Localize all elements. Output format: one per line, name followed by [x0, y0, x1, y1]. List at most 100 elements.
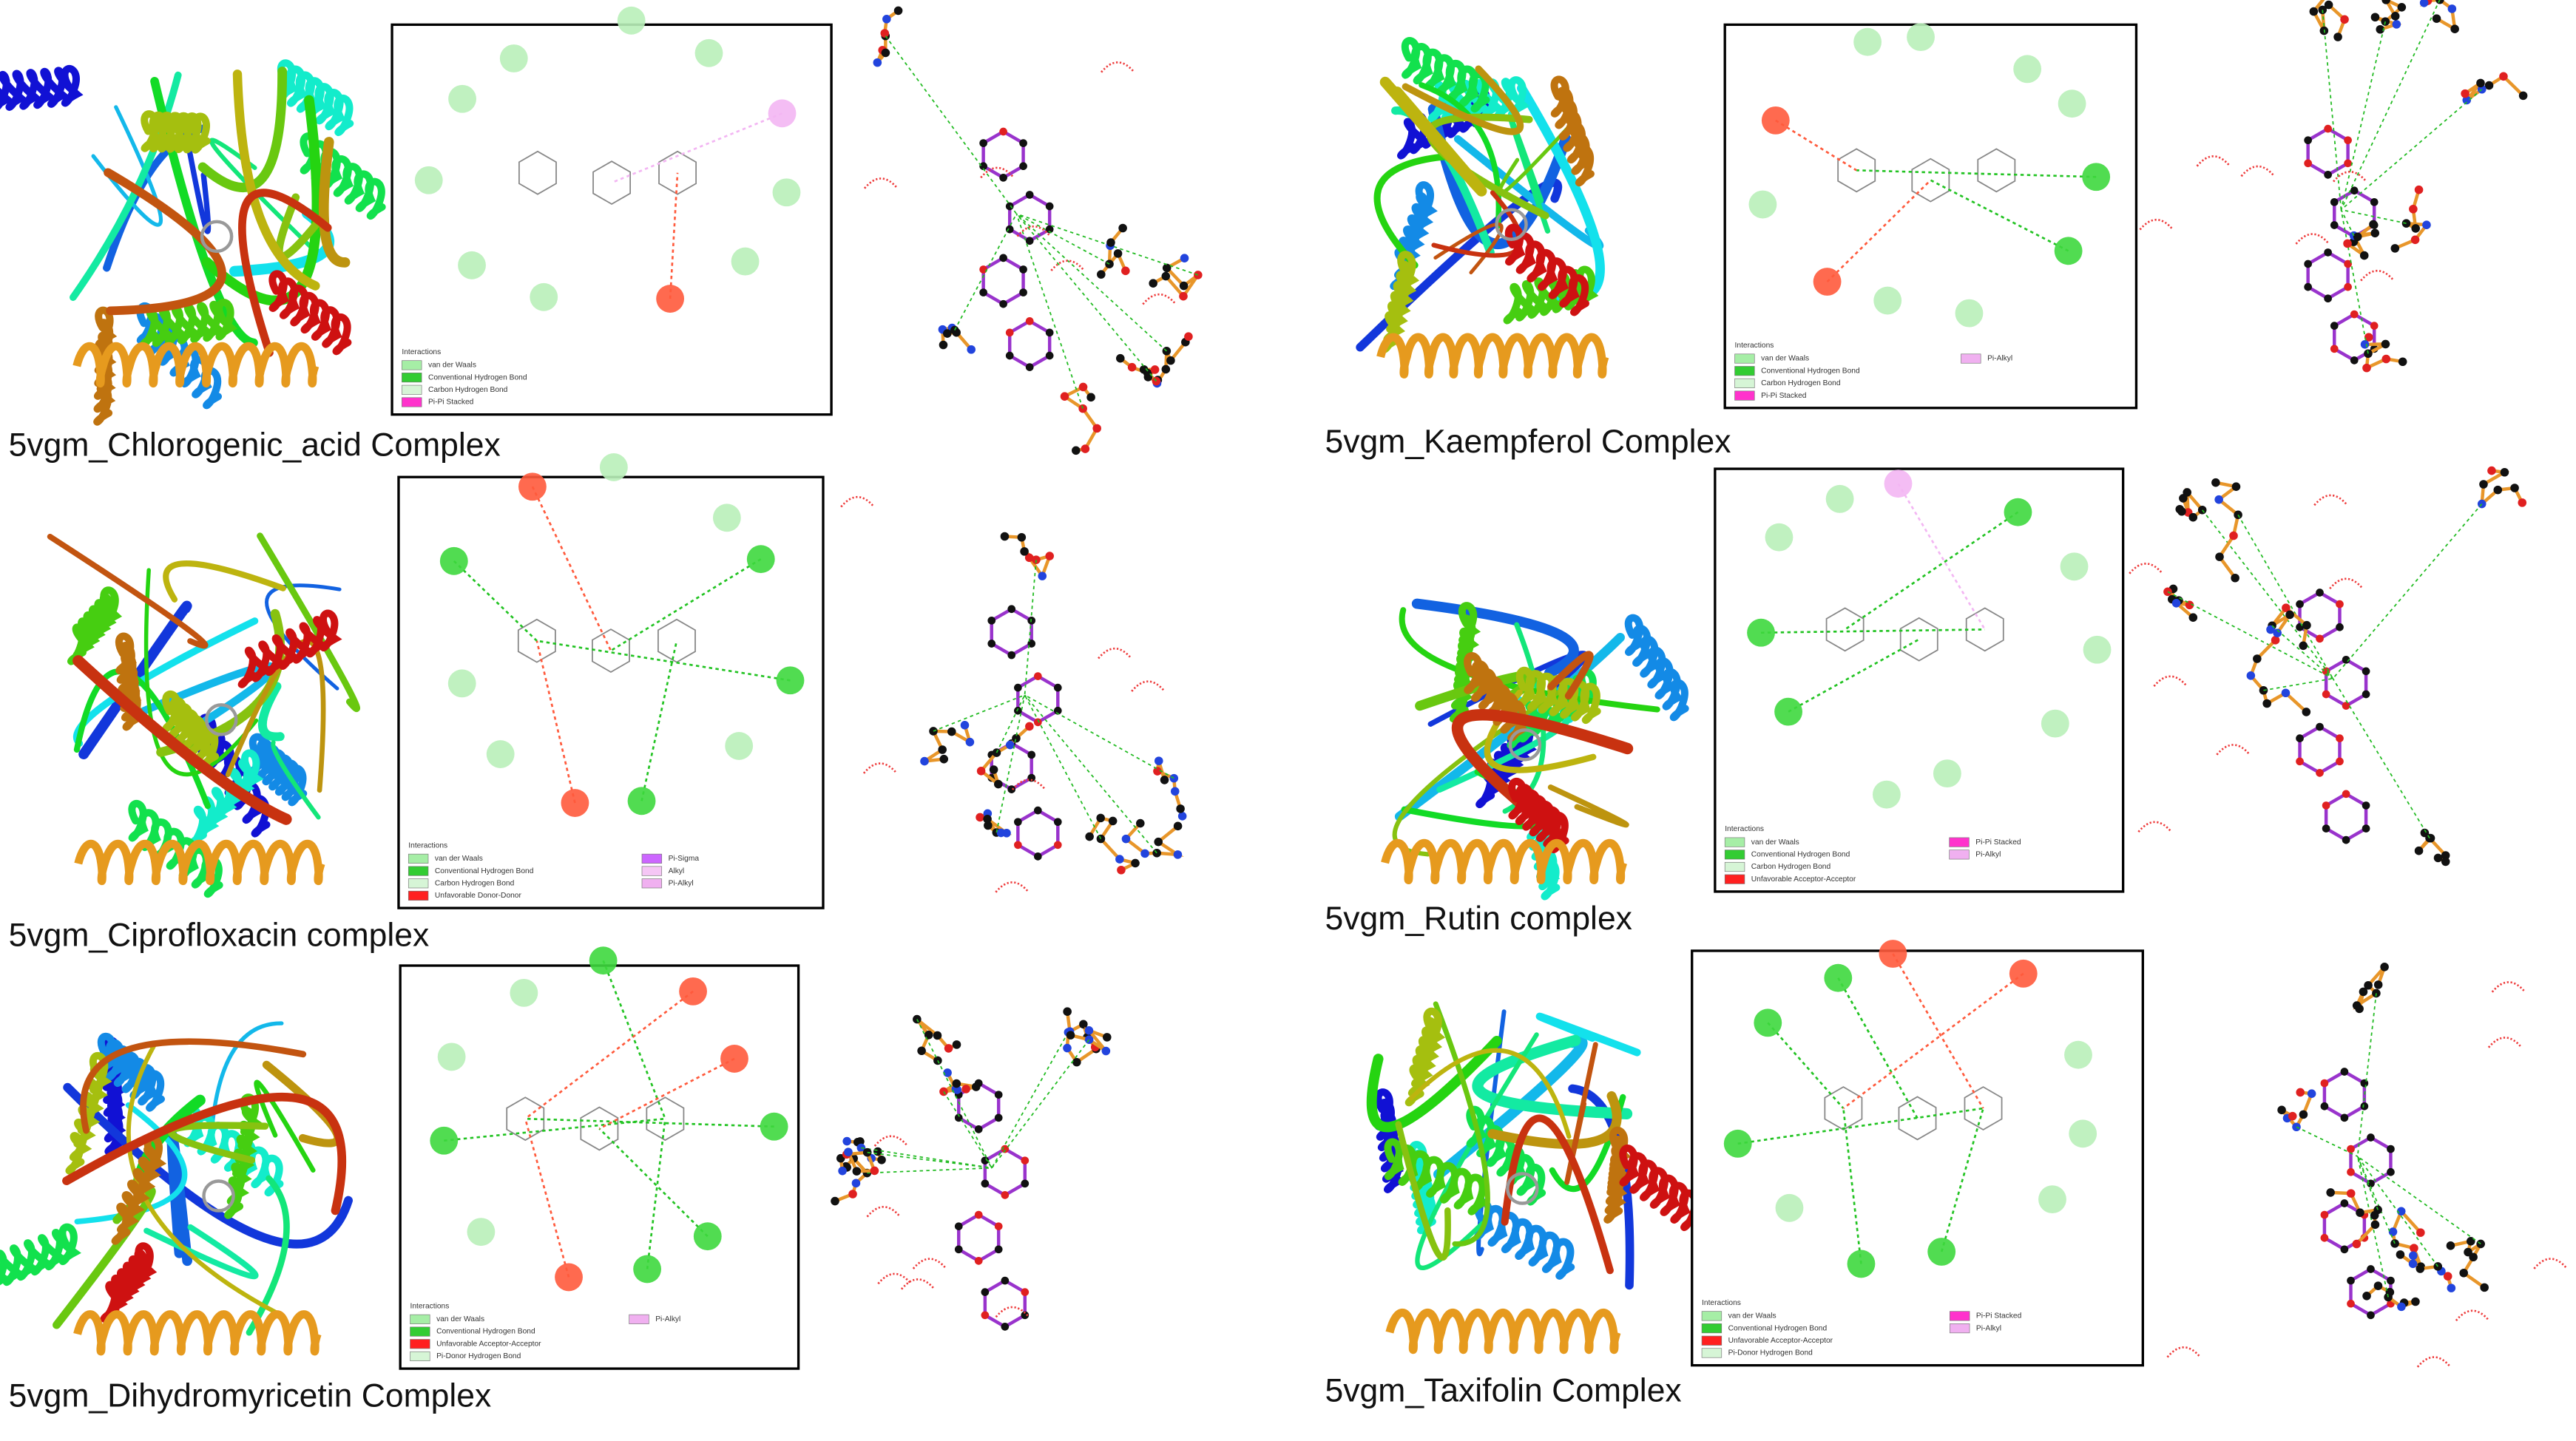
atom — [2344, 136, 2352, 145]
ligand-ring — [1977, 148, 2016, 193]
legend-label: Conventional Hydrogen Bond — [1761, 367, 1860, 375]
residue — [731, 247, 760, 276]
atom — [870, 1166, 879, 1176]
atom — [2177, 506, 2186, 516]
atom — [2304, 136, 2312, 145]
atom — [943, 329, 952, 338]
atom — [999, 127, 1007, 136]
atom — [1081, 444, 1090, 453]
atom — [2346, 1189, 2356, 1198]
hydrophobic-arc — [1098, 647, 1132, 660]
atom — [880, 29, 890, 38]
atom — [2518, 91, 2528, 101]
hydrophobic-arc — [2487, 1037, 2523, 1048]
atom — [2304, 159, 2312, 168]
complex-panel: Interactions van der Waals Conventional Hy… — [1325, 466, 2527, 937]
legend-swatch — [1734, 366, 1755, 376]
atom — [1019, 265, 1027, 274]
atom — [987, 640, 996, 648]
legend-label: Conventional Hydrogen Bond — [1728, 1324, 1828, 1332]
interaction-line — [669, 172, 679, 299]
hbond — [2263, 677, 2333, 691]
hbond — [2340, 209, 2355, 237]
atom — [2231, 482, 2241, 491]
atom — [2340, 1245, 2349, 1254]
atom — [2373, 1281, 2383, 1290]
atom — [1149, 279, 1157, 288]
protein-structure — [1366, 1001, 1700, 1354]
atom — [1025, 191, 1034, 199]
residue — [1748, 190, 1777, 219]
strand — [209, 138, 319, 254]
atom — [2316, 589, 2324, 597]
legend-swatch — [641, 866, 663, 876]
hbond — [2356, 1156, 2438, 1267]
atom — [2296, 623, 2304, 631]
atom — [2352, 1239, 2362, 1249]
residue — [725, 732, 754, 760]
hbond — [995, 694, 1026, 833]
residue — [1824, 963, 1853, 992]
hydrophobic-arc — [866, 1206, 902, 1218]
residue — [693, 1222, 722, 1251]
helix — [1473, 1198, 1575, 1280]
atom — [1045, 328, 1054, 337]
residue — [2082, 163, 2111, 191]
legend-label: van der Waals — [428, 362, 476, 370]
atom — [2397, 1302, 2406, 1312]
atom — [1017, 532, 1027, 542]
ligand-site — [202, 1179, 235, 1213]
legend-swatch — [1949, 850, 1970, 860]
residue — [746, 545, 775, 574]
atom — [1177, 812, 1187, 821]
complex-panel: Interactions van der Waals Conventional Hy… — [0, 6, 1203, 463]
hydrophobic-arc — [2137, 821, 2172, 833]
residue-bonds — [2394, 189, 2430, 250]
atom — [999, 173, 1007, 182]
legend-label: Carbon Hydrogen Bond — [1751, 863, 1831, 871]
atom — [2387, 1145, 2395, 1153]
atom — [981, 1179, 990, 1188]
atom — [2320, 1102, 2329, 1111]
atom — [1024, 553, 1034, 563]
atom — [1162, 347, 1172, 356]
atom — [2342, 790, 2350, 799]
atom — [893, 6, 903, 16]
hydrophobic-arc — [2491, 981, 2526, 993]
atom — [1072, 446, 1081, 455]
interaction-line — [1842, 972, 2024, 1110]
ligand-ring — [658, 150, 697, 195]
atom — [2370, 1220, 2380, 1230]
atom — [994, 1113, 1003, 1122]
protein-structure — [1356, 37, 1609, 379]
atom — [1045, 552, 1055, 560]
residue — [2054, 237, 2083, 265]
atom — [1025, 316, 1034, 325]
residue — [1872, 780, 1901, 809]
atom — [2296, 1088, 2305, 1097]
legend-label: Pi-Pi Stacked — [428, 399, 474, 407]
hydrophobic-arc — [2533, 1258, 2568, 1269]
atom — [1025, 363, 1034, 371]
atom — [1027, 773, 1036, 782]
residue — [555, 1263, 583, 1292]
helix — [1401, 37, 1490, 113]
residue — [1853, 27, 1882, 56]
strand — [1379, 76, 1487, 197]
legend-swatch — [1734, 353, 1755, 364]
helix — [100, 1242, 158, 1323]
atom — [1170, 787, 1180, 796]
atom — [1152, 848, 1161, 858]
atom — [1005, 740, 1015, 750]
interaction-diagram: Interactions van der Waals Conventional Hy… — [1714, 467, 2125, 893]
strand — [271, 740, 321, 820]
ligand-ring — [1911, 157, 1950, 203]
interaction-line — [610, 558, 762, 652]
legend-label: Pi-Alkyl — [655, 1315, 680, 1323]
atom — [2296, 757, 2304, 766]
legend-title: Interactions — [1735, 342, 1774, 350]
atom — [2229, 531, 2238, 540]
ligand-ring — [506, 1096, 545, 1142]
atom — [2359, 251, 2369, 260]
atom — [1154, 756, 1163, 765]
